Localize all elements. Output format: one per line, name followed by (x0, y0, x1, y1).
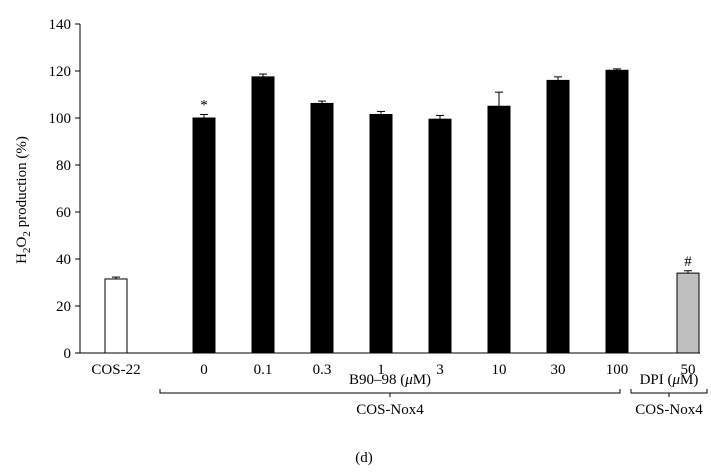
bar-annotation: * (200, 97, 208, 113)
y-tick-label: 80 (56, 158, 71, 174)
group-label-b90: B90–98 (μM) (349, 372, 431, 388)
y-axis-label-o: O (14, 236, 30, 247)
x-tick-label: 30 (551, 362, 566, 378)
bar (369, 113, 393, 354)
x-tick-label: 0.1 (254, 362, 273, 378)
bracket-b90 (159, 389, 621, 394)
x-tick-label: 10 (492, 362, 507, 378)
group-label-cos-nox4-right: COS-Nox4 (635, 402, 703, 418)
bar (546, 79, 570, 354)
y-tick-label: 140 (49, 17, 72, 33)
y-axis-label: H2O2 production (%) (14, 136, 33, 264)
y-tick-label: 60 (56, 205, 71, 221)
chart-axes: 0 20 40 60 80 100 120 140 (49, 17, 700, 362)
y-tick-label: 40 (56, 252, 71, 268)
y-tick-label: 20 (56, 299, 71, 315)
chart-bars: COS-22 0 0.1 0.3 1 3 10 30 100 50 * # (91, 68, 700, 378)
x-tick-label: COS-22 (91, 362, 140, 378)
y-axis-label-sub1: 2 (21, 247, 33, 253)
y-tick-label: 100 (49, 111, 72, 127)
bar (192, 117, 216, 354)
y-axis-label-rest: production (%) (14, 136, 30, 231)
y-tick-label: 0 (64, 346, 72, 362)
group-label-dpi: DPI (μM) (640, 372, 699, 388)
bar (104, 278, 128, 354)
y-axis-label-sub2: 2 (21, 231, 33, 237)
bracket-dpi (630, 389, 708, 394)
bar (428, 118, 452, 354)
x-tick-label: 1 (377, 362, 385, 378)
bar (676, 272, 700, 354)
x-tick-label: 50 (681, 362, 696, 378)
y-axis-label-h: H (14, 253, 30, 264)
x-tick-label: 0 (200, 362, 208, 378)
x-tick-label: 100 (606, 362, 629, 378)
panel-label: (d) (355, 450, 373, 466)
group-brackets (159, 389, 708, 397)
bar (251, 76, 275, 354)
bar (605, 69, 629, 354)
group-label-cos-nox4-left: COS-Nox4 (356, 402, 424, 418)
x-tick-label: 3 (436, 362, 444, 378)
x-tick-label: 0.3 (313, 362, 332, 378)
bar (310, 102, 334, 354)
bar-annotation: # (684, 254, 692, 270)
y-tick-label: 120 (49, 64, 72, 80)
bar (487, 105, 511, 354)
